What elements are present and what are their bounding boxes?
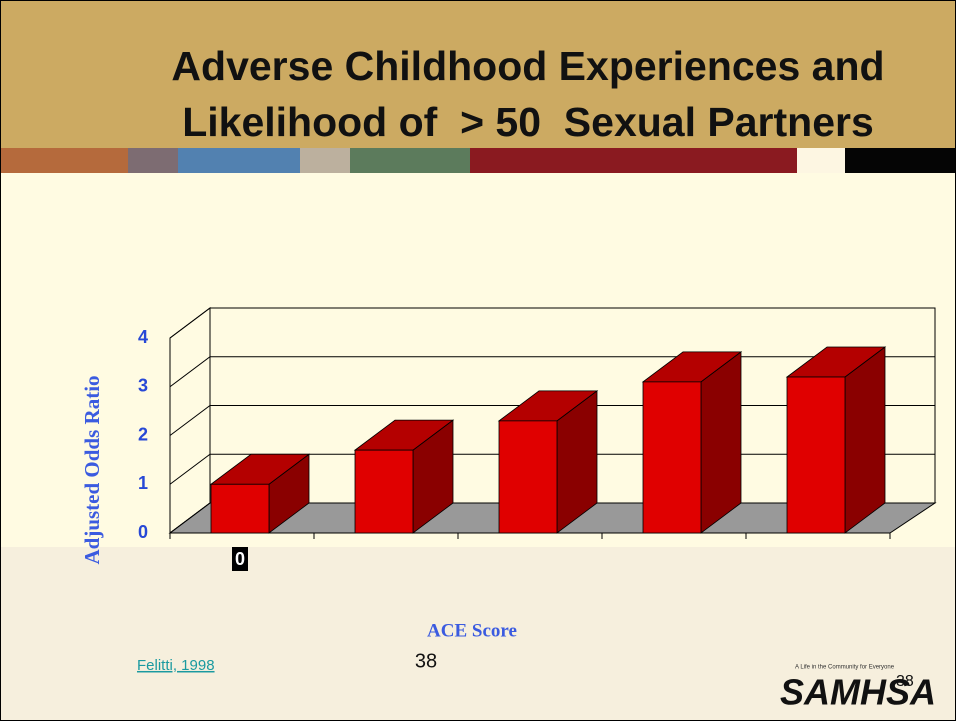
y-tick-label: 3 xyxy=(138,376,148,396)
x-tick-label-bg xyxy=(232,547,248,571)
footer-background xyxy=(0,547,956,721)
bar xyxy=(498,420,558,534)
color-stripe xyxy=(0,148,956,173)
x-axis-label: ACE Score xyxy=(427,620,517,641)
bar xyxy=(210,483,270,534)
logo: SAMHSA xyxy=(780,672,936,713)
page-number: 38 xyxy=(415,650,437,672)
y-tick-label: 1 xyxy=(138,473,148,493)
bar xyxy=(642,381,702,534)
bar-side xyxy=(700,351,742,534)
bar xyxy=(354,449,414,534)
grid-line xyxy=(169,307,935,339)
header-band xyxy=(0,0,956,148)
logo-tagline: A Life in the Community for Everyone xyxy=(795,665,895,671)
source-link[interactable]: Felitti, 1998 xyxy=(137,657,215,674)
y-axis-label: Adjusted Odds Ratio xyxy=(80,375,104,564)
slide-title: Adverse Childhood Experiences and Likeli… xyxy=(171,43,896,145)
bar-side xyxy=(844,346,886,534)
y-tick-label: 0 xyxy=(138,522,148,542)
y-tick-label: 2 xyxy=(138,424,148,444)
x-tick-label: 0 xyxy=(235,549,245,569)
bar xyxy=(786,376,846,534)
y-tick-label: 4 xyxy=(138,327,148,347)
page-number-overlay: 38 xyxy=(896,673,914,690)
